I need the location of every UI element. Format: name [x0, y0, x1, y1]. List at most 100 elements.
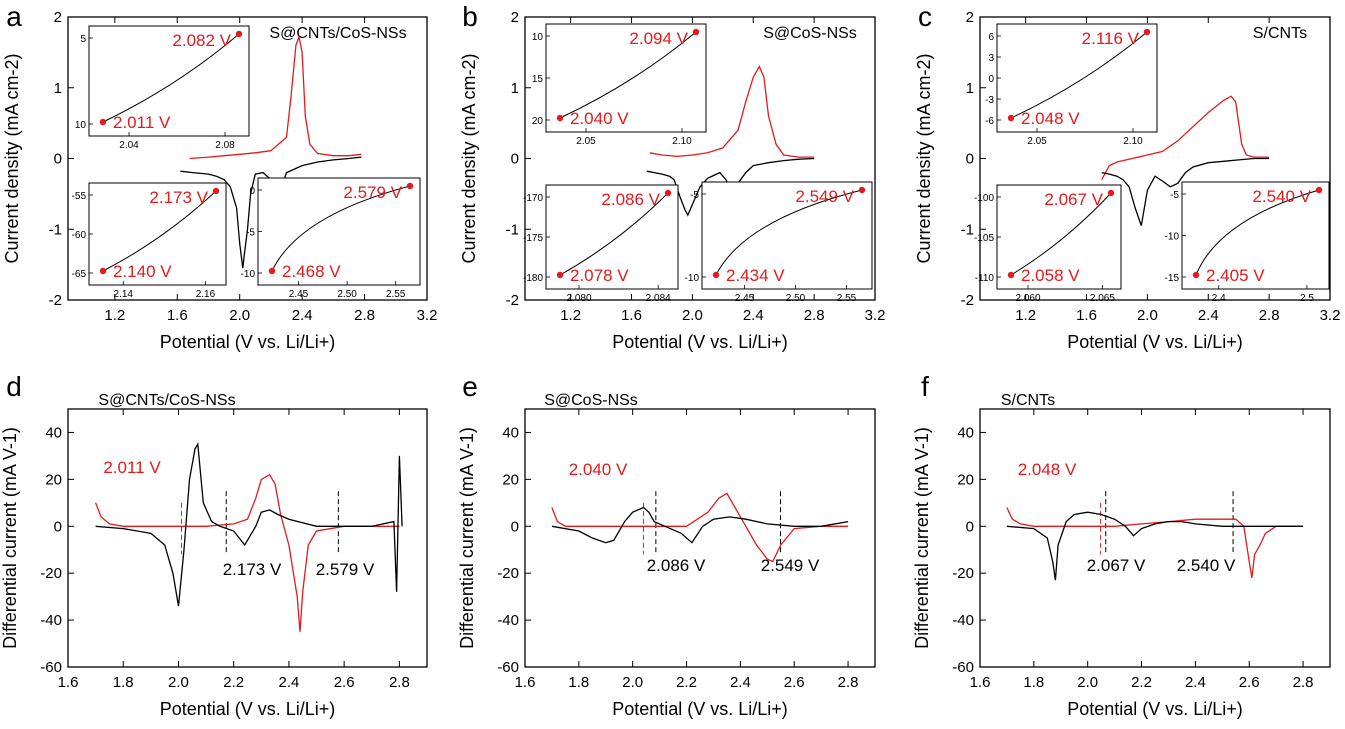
inset-x-tick-label: 2.45	[735, 293, 755, 304]
y-tick-label: 20	[502, 471, 519, 488]
x-tick-label: 2.8	[389, 674, 410, 691]
inset-y-tick-label: -3	[985, 95, 994, 106]
inset-y-tick-label: -10	[1165, 232, 1180, 243]
inset-point-label: 2.058 V	[1021, 266, 1080, 285]
x-axis-label: Potential (V vs. Li/Li+)	[160, 699, 336, 719]
x-tick-label: 2.2	[676, 674, 697, 691]
panel-letter: c	[918, 1, 932, 32]
y-tick-label: -1	[506, 221, 519, 238]
inset-curve	[1195, 189, 1320, 276]
x-tick-label: 2.6	[784, 674, 805, 691]
inset-x-tick-label: 2.065	[1090, 293, 1115, 304]
peak-annotation: 2.011 V	[103, 458, 161, 477]
inset-x-tick-label: 2.55	[386, 289, 406, 300]
series-line-black	[646, 157, 815, 217]
inset-point	[1007, 114, 1015, 122]
panel-label: S/CNTs	[1253, 25, 1307, 42]
inset-y-tick-label: -100	[974, 193, 994, 204]
x-tick-label: 2.8	[838, 674, 859, 691]
y-tick-label: 2	[54, 9, 62, 26]
y-tick-label: -60	[497, 659, 519, 676]
x-tick-label: 1.8	[113, 674, 134, 691]
y-tick-label: -20	[40, 565, 62, 582]
inset-x-tick-label: 2.10	[672, 136, 692, 147]
x-axis-label: Potential (V vs. Li/Li+)	[160, 332, 336, 352]
inset-frame	[257, 177, 421, 286]
peak-annotation: 2.549 V	[761, 556, 820, 575]
inset-x-tick-label: 2.060	[1015, 293, 1040, 304]
y-tick-label: -20	[952, 565, 974, 582]
inset-point	[556, 114, 564, 122]
inset-point-label: 2.048 V	[1021, 109, 1080, 128]
series-line-black	[551, 506, 849, 544]
inset-y-tick-label: -65	[72, 269, 87, 280]
inset-frame	[701, 181, 873, 290]
inset-point	[406, 182, 414, 190]
y-axis-label: Differential current (mA V-1)	[457, 427, 477, 649]
inset-point	[268, 267, 276, 275]
x-tick-label: 2.0	[1137, 307, 1158, 324]
x-tick-label: 1.6	[1076, 307, 1097, 324]
peak-annotation: 2.086 V	[647, 556, 706, 575]
inset-point	[1107, 189, 1115, 197]
y-tick-label: 1	[511, 80, 519, 97]
series-line-red	[551, 492, 849, 563]
inset-y-tick-label: 5	[80, 34, 86, 45]
x-tick-label: 2.4	[1185, 674, 1206, 691]
peak-annotation: 2.040 V	[569, 460, 628, 479]
inset-x-tick-label: 2.10	[1123, 136, 1143, 147]
y-tick-label: 40	[45, 424, 62, 441]
panel-letter: e	[462, 371, 478, 402]
inset-x-tick-label: 2.04	[119, 140, 139, 151]
x-tick-label: 1.6	[970, 674, 991, 691]
inset: 2.086 V 2.078 V 2.080 2.084 -170 -175 -180	[523, 184, 679, 304]
x-tick-label: 1.6	[515, 674, 536, 691]
inset: 2.067 V 2.058 V 2.060 2.065 -100 -105 -110	[974, 184, 1122, 304]
inset: 2.173 V 2.140 V 2.14 2.16 -55 -60 -65	[72, 182, 227, 300]
series-line-black	[1101, 157, 1270, 226]
x-tick-label: 2.6	[334, 674, 355, 691]
inset-point	[664, 189, 672, 197]
y-tick-label: -2	[961, 292, 974, 309]
series-line-red	[649, 65, 815, 158]
inset-curve	[102, 33, 240, 123]
inset-y-tick-label: 15	[532, 74, 544, 85]
y-axis-label: Differential current (mA V-1)	[0, 427, 20, 649]
inset-y-tick-label: -5	[690, 190, 699, 201]
inset-curve	[1010, 31, 1148, 119]
inset-point-label: 2.434 V	[726, 266, 785, 285]
panel-label: S@CoS-NSs	[763, 25, 857, 42]
inset-point-label: 2.468 V	[282, 262, 341, 281]
inset-y-tick-label: 10	[75, 120, 87, 131]
inset-y-tick-label: 0	[988, 74, 994, 85]
x-tick-label: 1.8	[568, 674, 589, 691]
inset-point	[1315, 186, 1323, 194]
inset-curve	[559, 31, 697, 119]
x-tick-label: 3.2	[1320, 307, 1341, 324]
inset-y-tick-label: -180	[523, 273, 543, 284]
inset-y-tick-label: 0	[249, 186, 255, 197]
x-tick-label: 2.0	[168, 674, 189, 691]
inset-x-tick-label: 2.05	[576, 136, 596, 147]
panel-e: 1.6 1.8 2.0 2.2 2.4 2.6 2.8 -60 -40 -20 0 20 40 Poten…	[457, 371, 876, 719]
peak-annotation: 2.067 V	[1087, 556, 1146, 575]
plot-frame	[67, 408, 428, 668]
inset: 2.540 V 2.405 V 2.4 2.5 -5 -10 -15	[1165, 181, 1330, 304]
panel-label: S@CNTs/CoS-NSs	[98, 392, 235, 409]
inset-y-tick-label: -5	[246, 228, 255, 239]
y-tick-label: -20	[497, 565, 519, 582]
panel-label: S@CNTs/CoS-NSs	[269, 25, 406, 42]
x-tick-label: 2.2	[1131, 674, 1152, 691]
x-tick-label: 1.2	[104, 307, 125, 324]
inset-point	[1143, 28, 1151, 36]
peak-annotation: 2.173 V	[223, 560, 282, 579]
inset-y-tick-label: -105	[974, 233, 994, 244]
inset-x-tick-label: 2.08	[215, 140, 235, 151]
inset-curve	[102, 190, 217, 272]
inset-x-tick-label: 2.45	[289, 289, 309, 300]
inset-frame	[996, 23, 1158, 133]
y-tick-label: 0	[511, 518, 519, 535]
y-tick-label: -40	[40, 612, 62, 629]
y-tick-label: 0	[511, 151, 519, 168]
inset-curve	[715, 189, 863, 276]
